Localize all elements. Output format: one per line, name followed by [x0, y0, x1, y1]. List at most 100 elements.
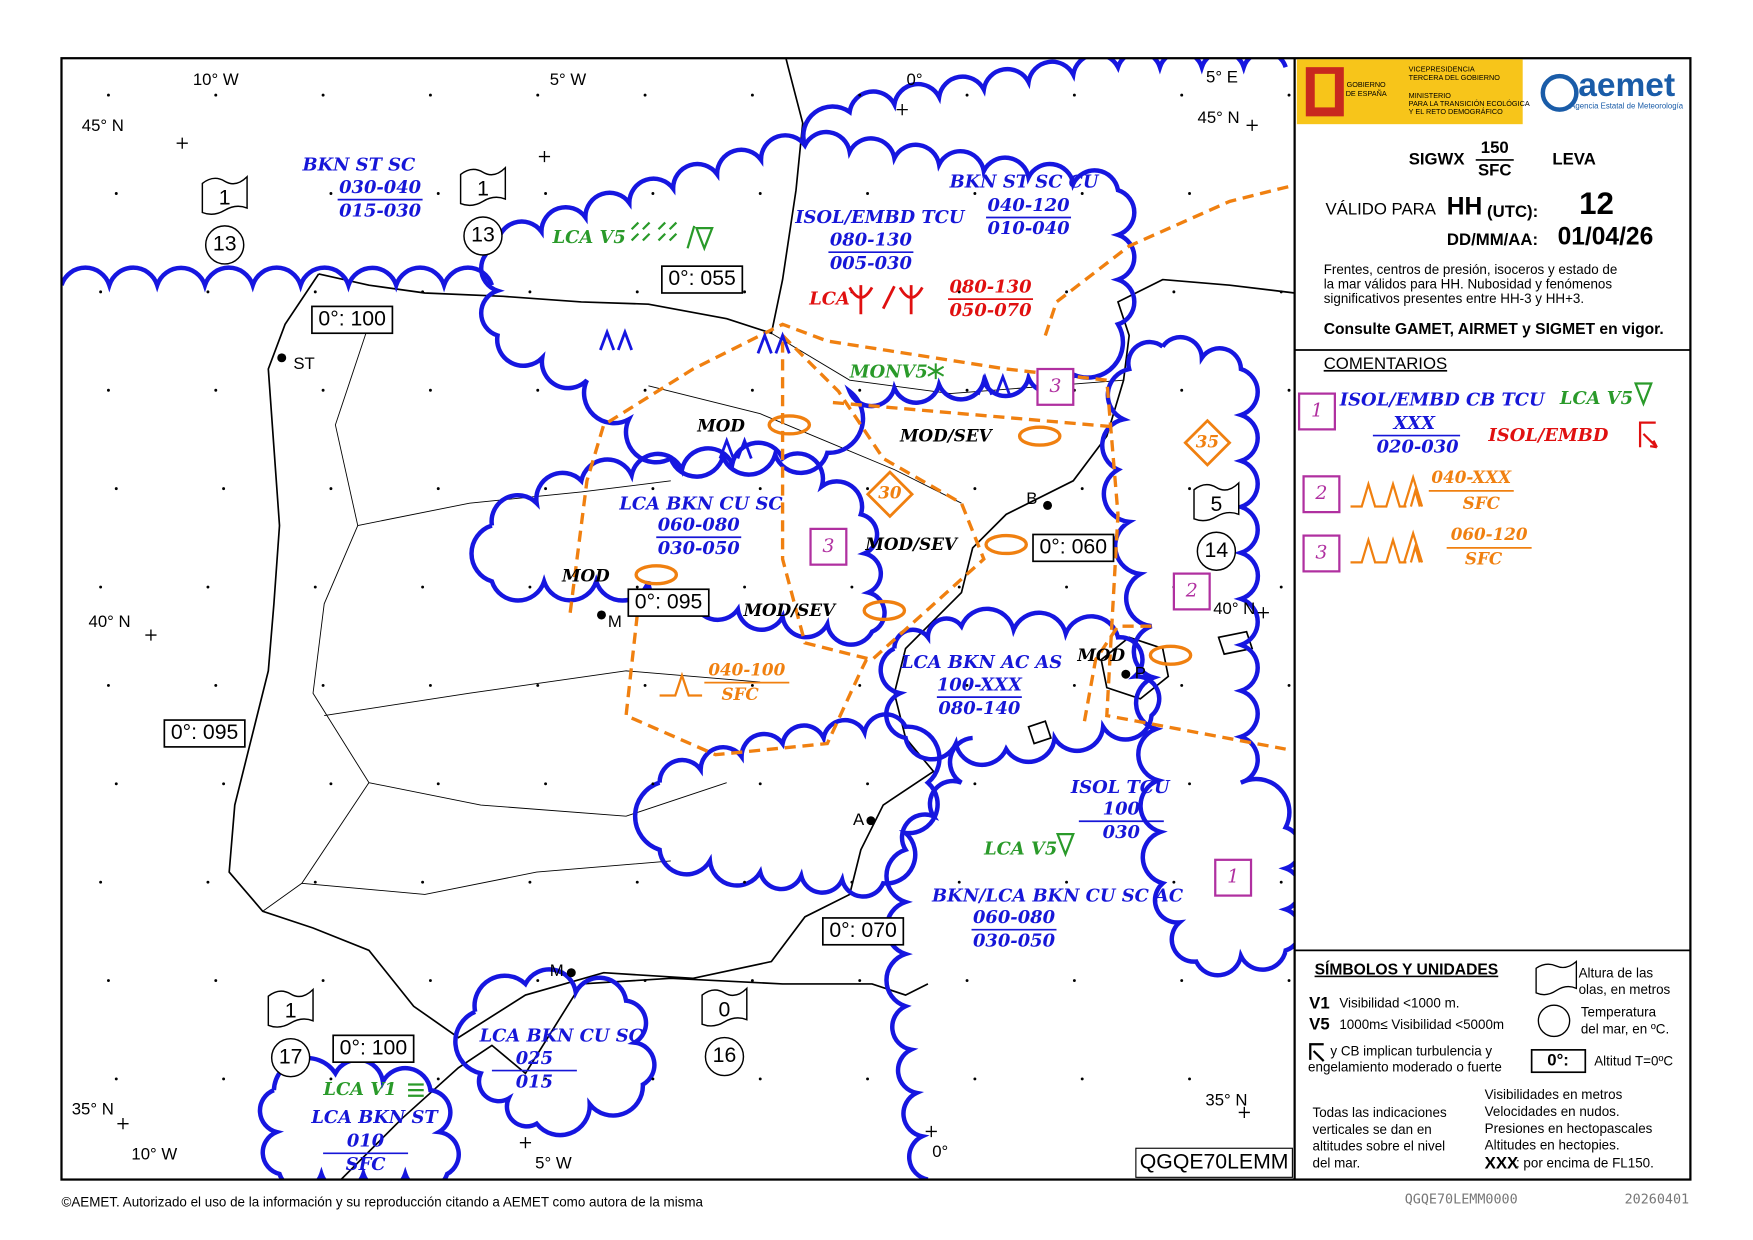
vice-text: TERCERA DEL GOBIERNO: [1409, 73, 1501, 82]
grid-dot: [635, 585, 639, 589]
graticule-label: 40° N: [1213, 599, 1255, 618]
grid-dot: [99, 290, 103, 294]
grid-dot: [957, 290, 961, 294]
brand-sub: Agencia Estatal de Meteorología: [1570, 101, 1684, 110]
grid-dot: [321, 683, 325, 687]
cloud-base: 005-030: [830, 253, 913, 274]
grid-dot: [1279, 290, 1283, 294]
grid-dot: [428, 93, 432, 97]
chart-id-box: [1135, 1147, 1293, 1178]
grid-dot: [1287, 388, 1291, 392]
grid-dot: [743, 585, 747, 589]
area-number: 3: [822, 535, 834, 557]
grid-dot: [421, 585, 425, 589]
grid-dot: [651, 1077, 655, 1081]
city-label: B: [1026, 489, 1037, 508]
legend-freezing: 0°:: [1547, 1050, 1569, 1069]
city-dot: [566, 968, 576, 978]
legend-temp: Temperatura: [1581, 1005, 1657, 1020]
city-dot: [277, 353, 287, 363]
cloud-base: 015-030: [339, 200, 422, 221]
city-dot: [1121, 669, 1131, 679]
comment-box: [1297, 392, 1336, 431]
grid-dot: [750, 93, 754, 97]
legend-xxx-text: : por encima de FL150.: [1516, 1155, 1654, 1170]
cloud-boundary: [884, 735, 973, 1180]
level-top: 150: [1481, 138, 1509, 157]
grid-dot: [651, 782, 655, 786]
turbulence-symbol: [1148, 644, 1193, 666]
cumulus-symbol: [718, 436, 753, 459]
coat-of-arms: [1314, 73, 1335, 108]
comment-id: 2: [1314, 482, 1327, 504]
area-number: 3: [1049, 375, 1061, 397]
grid-dot: [866, 192, 870, 195]
icing-label: LCA: [808, 289, 850, 310]
freezing-level: 0°: 095: [171, 720, 239, 744]
gov-text: DE ESPAÑA: [1346, 89, 1387, 98]
freezing-box: [332, 1034, 415, 1064]
legend-xxx: XXX: [1485, 1153, 1519, 1172]
legend-v5-text: 1000m≤ Visibilidad <5000m: [1339, 1017, 1504, 1032]
cloud-base: 080-140: [938, 698, 1021, 719]
grid-dot: [536, 388, 540, 392]
turbulence-diamond: [1183, 418, 1232, 467]
turbulence-symbol: [984, 533, 1028, 556]
cloud-cover: BKN/LCA BKN CU SC AC: [931, 886, 1184, 907]
comment-top: 060-120: [1451, 524, 1528, 544]
grid-dot: [973, 487, 977, 491]
hazard-boundary: [832, 400, 1119, 429]
graticule-cross: [538, 151, 551, 163]
sea-temp: 17: [279, 1044, 303, 1068]
freezing-box: [163, 719, 246, 748]
city-label: A: [853, 810, 865, 829]
grid-dot: [313, 880, 317, 884]
cloud-boundary: [479, 129, 1137, 479]
legend-units: Altitudes en hectopies.: [1485, 1138, 1620, 1153]
comment-base: SFC: [1463, 493, 1501, 513]
wave-flag: [701, 986, 748, 1027]
visibility-label: MONV5: [849, 361, 928, 382]
grid-dot: [329, 192, 333, 195]
sea-temp: 14: [1205, 538, 1229, 562]
grid-dot: [973, 1077, 977, 1081]
freezing-box: [821, 917, 905, 946]
grid-dot: [973, 192, 977, 195]
grid-dot: [544, 1077, 548, 1081]
cloud-top: 060-080: [658, 515, 741, 536]
turbulence-diamond: [865, 470, 915, 519]
cloud-top: 030-040: [339, 177, 422, 198]
grid-dot: [1072, 979, 1076, 983]
wave-height: 0: [719, 997, 731, 1021]
frame: [60, 57, 1692, 1181]
vice-text: VICEPRESIDENCIA: [1409, 64, 1475, 73]
grid-dot: [1188, 487, 1191, 491]
graticule-label: 10° W: [131, 1144, 177, 1163]
mist-symbol: [630, 221, 696, 249]
freezing-box: [1032, 533, 1115, 563]
legend-temp: del mar, en ºC.: [1581, 1021, 1669, 1036]
cloud-cover: BKN ST SC: [301, 155, 416, 176]
grid-dot: [643, 979, 647, 983]
grid-dot: [114, 782, 118, 786]
grid-dot: [321, 93, 325, 97]
grid-dot: [1188, 1077, 1191, 1081]
legend-v1-text: Visibilidad <1000 m.: [1339, 996, 1459, 1011]
cloud-base: 030-050: [973, 930, 1056, 951]
grid-dot: [99, 880, 103, 884]
wave-height: 1: [219, 186, 231, 210]
legend-vertical: altitudes sobre el nivel: [1313, 1139, 1446, 1154]
grid-dot: [858, 93, 862, 97]
graticule-label: 5° E: [1206, 68, 1238, 87]
grid-dot: [428, 388, 432, 392]
turbulence-symbol: [634, 564, 679, 586]
cloud-top: 040-120: [988, 195, 1071, 216]
grid-dot: [329, 782, 333, 786]
grid-dot: [206, 290, 210, 294]
footer-date: 20260401: [1625, 1193, 1690, 1208]
cloud-cover: LCA BKN CU SC: [479, 1025, 644, 1046]
footer-code: QGQE70LEMM0000: [1405, 1193, 1518, 1208]
legend-vertical: verticales se dan en: [1313, 1122, 1432, 1137]
graticule-label: 45° N: [82, 116, 124, 135]
graticule-label: 0°: [907, 70, 923, 89]
